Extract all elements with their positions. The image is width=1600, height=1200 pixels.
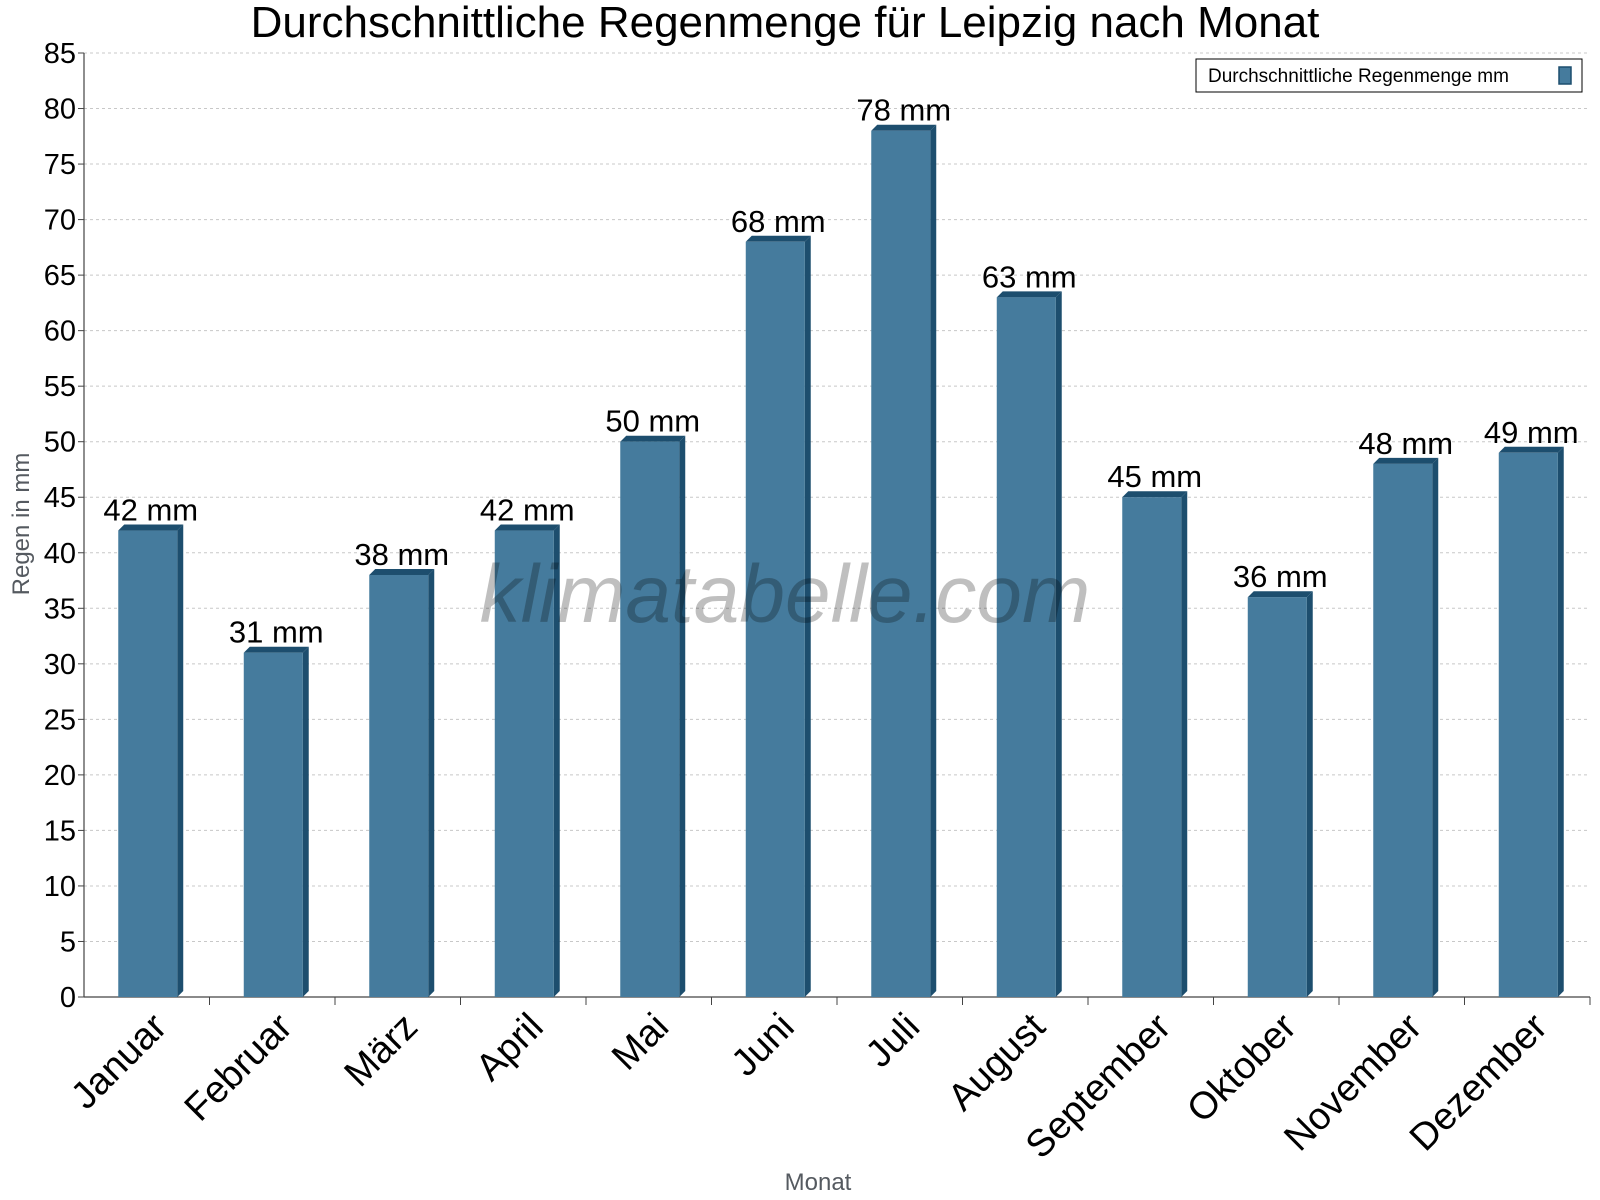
bar-mai — [620, 441, 680, 997]
axes — [78, 52, 1591, 1005]
data-label-11: 49 mm — [1484, 415, 1579, 450]
x-tick-label-5: Juni — [724, 1006, 803, 1085]
bar-side-0 — [177, 524, 184, 997]
bar-april — [494, 530, 554, 997]
chart-title: Durchschnittliche Regenmenge für Leipzig… — [251, 0, 1320, 47]
bar-top-5 — [745, 235, 811, 242]
y-tick-labels: 0 5 10 15 20 25 30 35 40 45 50 55 60 65 70 75 80 85 — [44, 38, 76, 1014]
bar-side-10 — [1432, 457, 1439, 998]
legend-box — [1195, 58, 1583, 93]
y-tick-label-15: 15 — [44, 815, 76, 847]
y-tick-label-25: 25 — [44, 704, 76, 736]
data-label-5: 68 mm — [731, 204, 826, 239]
x-tick-label-4: Mai — [604, 1006, 677, 1079]
x-tick-labels: Januar Februar März April Mai Juni Juli AugustS… — [63, 1005, 1556, 1166]
bar-side-8 — [1181, 491, 1188, 997]
y-tick-label-0: 0 — [60, 982, 76, 1014]
x-axis-label: Monat — [785, 1169, 852, 1196]
bar-top-9 — [1247, 591, 1313, 598]
y-tick-label-65: 65 — [44, 260, 76, 292]
bar-side-3 — [553, 524, 560, 997]
bar-top-2 — [369, 568, 435, 575]
y-tick-label-40: 40 — [44, 538, 76, 570]
y-axis-label: Regen in mm — [8, 453, 35, 596]
bar-dezember — [1498, 452, 1558, 997]
bar-top-8 — [1122, 491, 1188, 498]
bar-august — [996, 297, 1056, 997]
y-tick-label-80: 80 — [44, 94, 76, 126]
bar-top-7 — [996, 291, 1062, 298]
x-tick-label-1: Februar — [177, 1005, 301, 1129]
bar-top-4 — [620, 435, 686, 442]
y-tick-label-60: 60 — [44, 316, 76, 348]
y-tick-label-20: 20 — [44, 760, 76, 792]
y-tick-label-5: 5 — [60, 926, 76, 958]
bar-side-1 — [302, 646, 309, 997]
data-labels: 42 mm 31 mm 38 mm 42 mm 50 mm 68 mm 78 mm 63 mm… — [103, 93, 1578, 650]
bar-top-1 — [243, 646, 309, 653]
data-label-7: 63 mm — [982, 259, 1077, 294]
x-tick-label-11: Dezember — [1402, 1005, 1556, 1159]
y-tick-label-45: 45 — [44, 482, 76, 514]
y-tick-label-85: 85 — [44, 38, 76, 70]
legend-swatch — [1558, 66, 1572, 85]
bar-november — [1373, 463, 1433, 998]
y-tick-label-70: 70 — [44, 205, 76, 237]
bar-side-7 — [1055, 291, 1062, 997]
x-tick-label-9: Oktober — [1179, 1005, 1305, 1131]
watermark: klimatabelle.com — [480, 549, 1091, 640]
x-tick-label-2: März — [337, 1006, 426, 1095]
y-tick-label-30: 30 — [44, 649, 76, 681]
data-label-2: 38 mm — [354, 537, 449, 572]
bar-juli — [871, 130, 931, 997]
y-tick-label-35: 35 — [44, 593, 76, 625]
x-tick-label-0: Januar — [63, 1005, 175, 1117]
bar-juni — [745, 241, 805, 998]
bar-side-4 — [679, 435, 686, 997]
data-label-10: 48 mm — [1358, 426, 1453, 461]
y-tick-label-55: 55 — [44, 371, 76, 403]
bars — [118, 124, 1564, 998]
bar-side-2 — [428, 568, 435, 997]
legend-label: Durchschnittliche Regenmenge mm — [1208, 66, 1509, 87]
bar-side-11 — [1557, 446, 1564, 997]
bar-top-0 — [118, 524, 184, 531]
bar-september — [1122, 497, 1182, 997]
bar-oktober — [1247, 597, 1307, 997]
y-tick-label-75: 75 — [44, 149, 76, 181]
data-label-0: 42 mm — [103, 493, 198, 528]
x-tick-label-6: Juli — [858, 1006, 928, 1076]
bar-februar — [243, 652, 303, 997]
y-tick-label-10: 10 — [44, 871, 76, 903]
x-tick-label-7: August — [940, 1005, 1054, 1119]
data-label-9: 36 mm — [1233, 559, 1328, 594]
bar-märz — [369, 574, 429, 997]
bar-top-6 — [871, 124, 937, 131]
x-tick-label-3: April — [468, 1006, 551, 1089]
y-tick-label-50: 50 — [44, 427, 76, 459]
data-label-8: 45 mm — [1107, 459, 1202, 494]
bar-top-3 — [494, 524, 560, 531]
bar-top-11 — [1498, 446, 1564, 453]
grid-lines — [84, 52, 1590, 942]
bar-side-9 — [1306, 591, 1313, 997]
data-label-4: 50 mm — [605, 404, 700, 439]
bar-side-5 — [804, 235, 811, 998]
bar-side-6 — [930, 124, 937, 998]
data-label-1: 31 mm — [229, 615, 324, 650]
data-label-6: 78 mm — [856, 93, 951, 128]
bar-top-10 — [1373, 457, 1439, 464]
data-label-3: 42 mm — [480, 493, 575, 528]
legend: Durchschnittliche Regenmenge mm — [1195, 58, 1583, 93]
bar-januar — [118, 530, 178, 997]
